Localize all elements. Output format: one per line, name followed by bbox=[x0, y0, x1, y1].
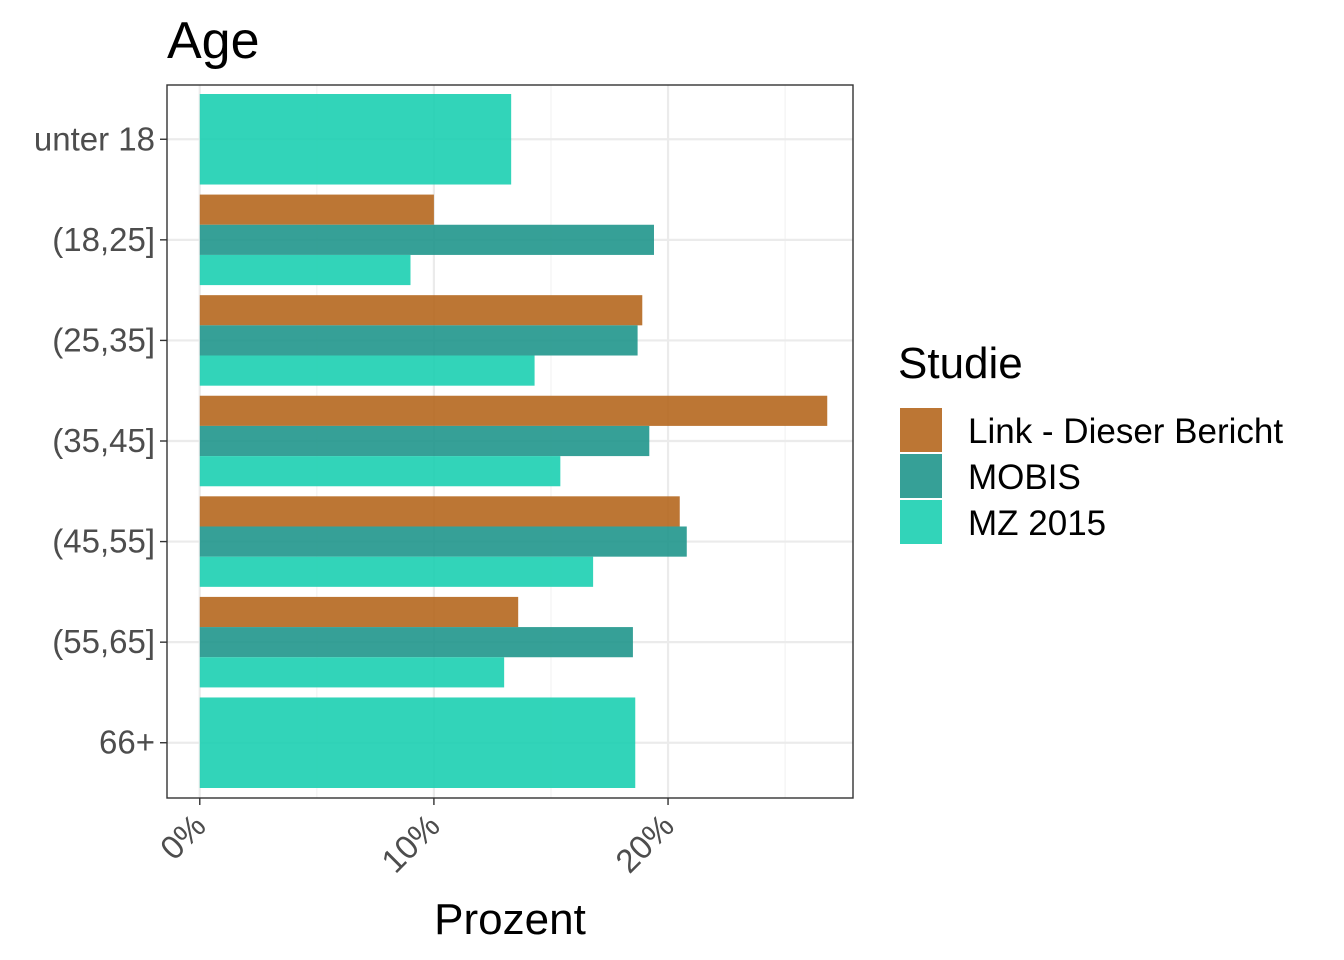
y-tick-label: (25,35] bbox=[52, 321, 155, 358]
legend-swatch bbox=[900, 408, 942, 452]
legend-label: MZ 2015 bbox=[968, 504, 1106, 543]
bar bbox=[199, 425, 650, 457]
x-axis-title: Prozent bbox=[434, 895, 586, 944]
legend-label: Link - Dieser Bericht bbox=[968, 412, 1283, 451]
legend: Studie Link - Dieser Bericht MOBIS MZ 2015 bbox=[898, 339, 1283, 544]
bar bbox=[199, 596, 519, 628]
bar bbox=[199, 697, 636, 788]
y-tick-label: (18,25] bbox=[52, 221, 155, 258]
x-tick-label: 10% bbox=[374, 807, 447, 880]
bar bbox=[199, 395, 828, 426]
x-axis: 0% 10% 20% bbox=[153, 798, 681, 880]
x-tick-label: 0% bbox=[153, 807, 213, 867]
bar bbox=[199, 496, 680, 527]
bar bbox=[199, 94, 512, 185]
y-tick-label: (55,65] bbox=[52, 623, 155, 660]
bar bbox=[199, 456, 561, 487]
y-tick-label: 66+ bbox=[99, 724, 155, 761]
legend-title: Studie bbox=[898, 339, 1023, 388]
bar bbox=[199, 355, 535, 386]
bar bbox=[199, 627, 633, 658]
bar bbox=[199, 254, 411, 286]
bar bbox=[199, 194, 434, 225]
bars bbox=[199, 94, 828, 788]
bar bbox=[199, 224, 654, 255]
bar bbox=[199, 325, 638, 356]
bar bbox=[199, 295, 643, 326]
chart-title: Age bbox=[167, 12, 260, 70]
bar bbox=[199, 657, 505, 688]
y-tick-label: (35,45] bbox=[52, 422, 155, 459]
bar bbox=[199, 526, 687, 557]
legend-swatch bbox=[900, 454, 942, 498]
y-tick-label: (45,55] bbox=[52, 523, 155, 560]
y-axis: unter 18 (18,25] (25,35] (35,45] (45,55] (55,… bbox=[34, 120, 167, 761]
bar bbox=[199, 556, 594, 587]
y-tick-label: unter 18 bbox=[34, 120, 155, 157]
legend-label: MOBIS bbox=[968, 458, 1081, 497]
legend-swatch bbox=[900, 500, 942, 544]
x-tick-label: 20% bbox=[608, 807, 681, 880]
